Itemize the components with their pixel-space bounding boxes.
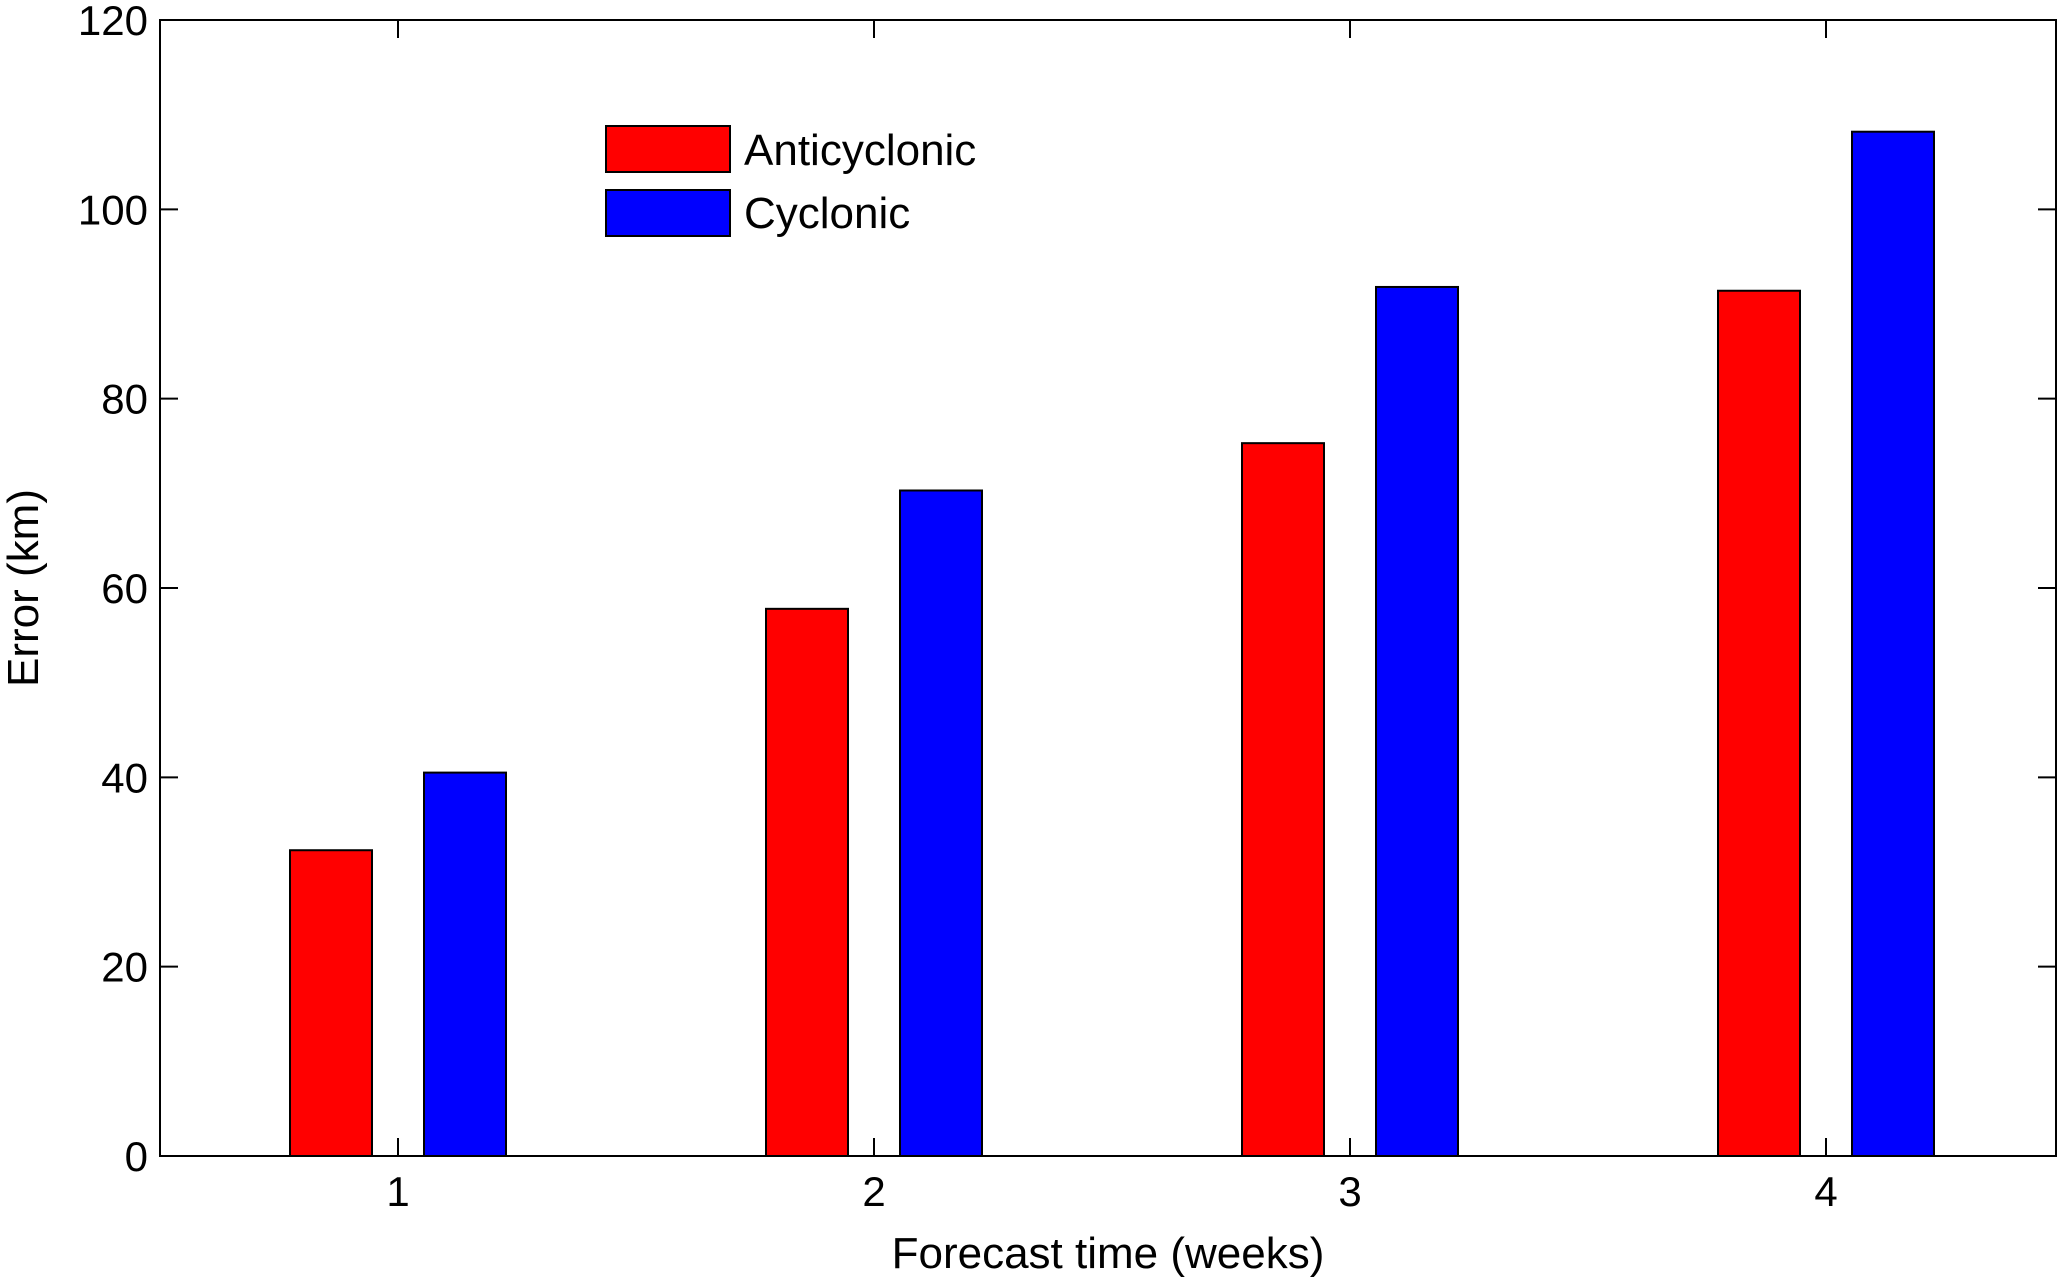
bars-group: [289, 130, 1935, 1158]
y-axis-title: Error (km): [0, 489, 48, 687]
y-tick-label-80: 80: [101, 376, 148, 423]
bar-anticyclonic-2: [765, 607, 849, 1157]
plot-frame: [159, 19, 2057, 1157]
bar-cyclonic-4: [1851, 130, 1935, 1157]
bar-anticyclonic-3: [1241, 442, 1325, 1158]
legend-label-cyclonic: Cyclonic: [744, 189, 910, 238]
bar-cyclonic-1: [423, 771, 507, 1157]
x-tick-label-3: 3: [1338, 1168, 1361, 1215]
legend: Anticyclonic Cyclonic: [605, 125, 976, 238]
bar-cyclonic-3: [1375, 285, 1459, 1157]
y-tick-label-120: 120: [78, 0, 148, 44]
y-tick-label-60: 60: [101, 565, 148, 612]
x-axis-title: Forecast time (weeks): [892, 1229, 1325, 1278]
y-tick-label-0: 0: [125, 1133, 148, 1180]
x-tick-label-4: 4: [1814, 1168, 1837, 1215]
legend-swatch-anticyclonic: [605, 125, 731, 173]
x-tick-label-1: 1: [386, 1168, 409, 1215]
bar-anticyclonic-1: [289, 849, 373, 1158]
y-tick-label-40: 40: [101, 754, 148, 801]
y-tick-label-100: 100: [78, 186, 148, 233]
bar-cyclonic-2: [899, 489, 983, 1157]
legend-label-anticyclonic: Anticyclonic: [744, 126, 976, 175]
x-tick-label-2: 2: [862, 1168, 885, 1215]
y-tick-label-20: 20: [101, 944, 148, 991]
bar-anticyclonic-4: [1717, 289, 1801, 1158]
legend-swatch-cyclonic: [605, 189, 731, 237]
ticks-group: 0 20 40 60 80 100 120 1 2 3 4: [78, 0, 2056, 1215]
